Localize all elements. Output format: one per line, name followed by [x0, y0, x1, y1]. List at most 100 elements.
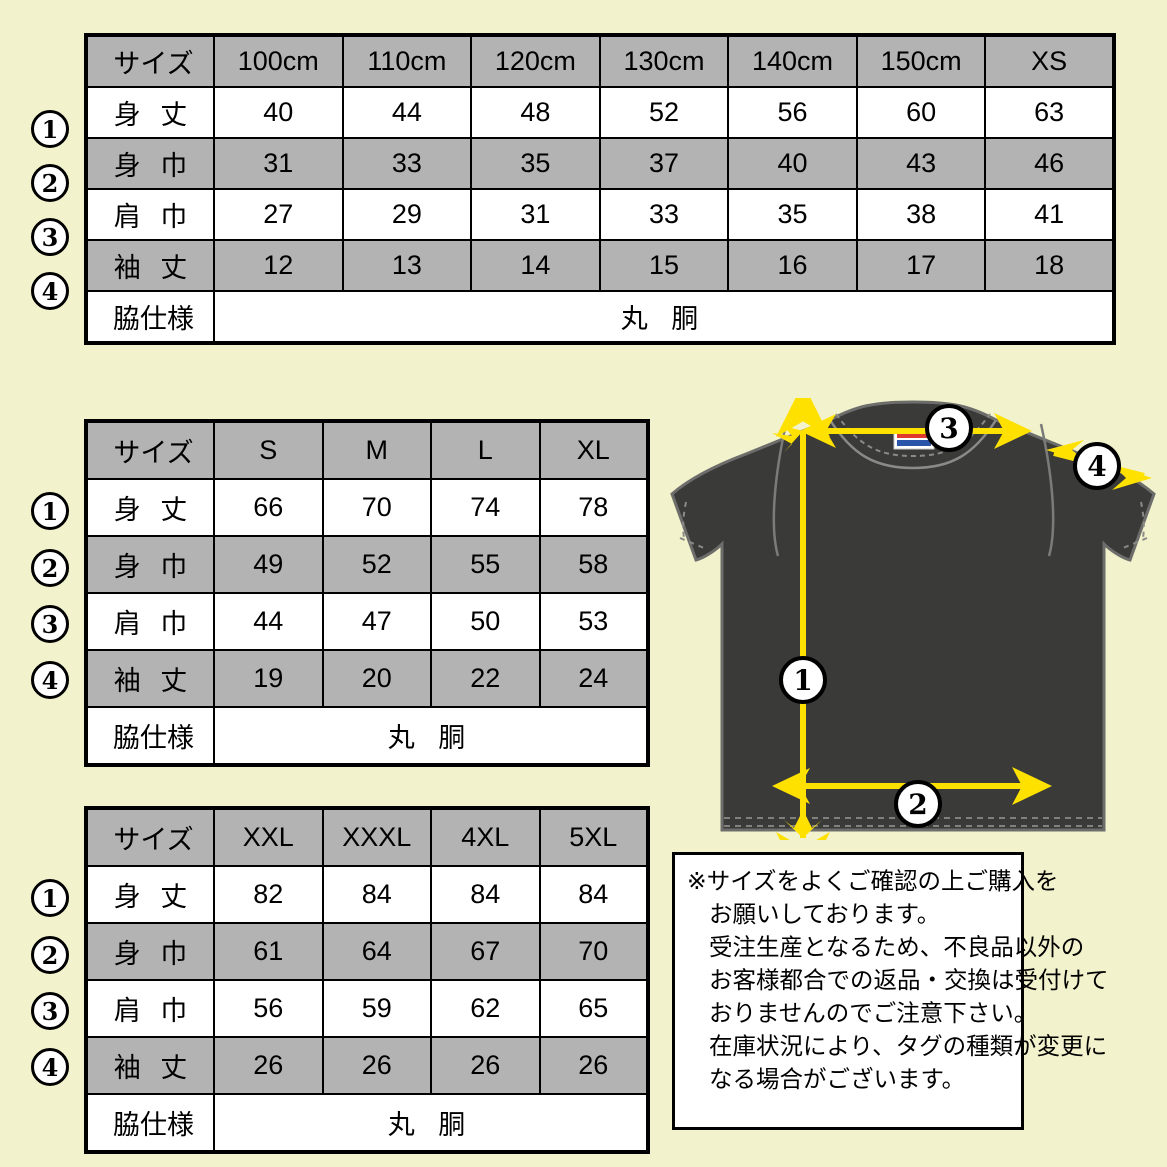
header-cell-140cm: 140cm: [727, 34, 858, 88]
header-cell-s: S: [213, 420, 324, 480]
cell-value: 27: [213, 188, 344, 241]
header-cell-xxl: XXL: [213, 807, 324, 867]
row-label-sleeve: 袖 丈: [85, 1036, 215, 1095]
table-row-footer: 脇仕様 丸 胴: [85, 290, 1115, 344]
cell-value: 40: [213, 86, 344, 139]
table-row: 身 丈 40 44 48 52 56 60 63: [85, 86, 1115, 139]
marker-4-table-big: 4: [31, 1048, 69, 1086]
header-cell-xs: XS: [984, 34, 1115, 88]
header-cell-100cm: 100cm: [213, 34, 344, 88]
row-label-length: 身 丈: [85, 478, 215, 537]
table-row: 肩 巾 56 59 62 65: [85, 979, 649, 1038]
row-label-side-spec: 脇仕様: [85, 1093, 215, 1153]
row-label-side-spec: 脇仕様: [85, 290, 215, 344]
cell-value: 50: [430, 592, 541, 651]
cell-value: 26: [538, 1036, 649, 1095]
cell-value: 52: [598, 86, 730, 139]
cell-value: 52: [321, 535, 432, 594]
cell-value: 53: [538, 592, 649, 651]
cell-value: 37: [598, 137, 730, 190]
cell-value: 67: [430, 922, 541, 981]
table-row: 肩 巾 27 29 31 33 35 38 41: [85, 188, 1115, 241]
cell-value: 66: [213, 478, 324, 537]
cell-value: 62: [430, 979, 541, 1038]
row-label-sleeve: 袖 丈: [85, 239, 215, 292]
cell-value: 35: [470, 137, 601, 190]
table-row: 身 丈 82 84 84 84: [85, 865, 649, 924]
cell-value: 46: [984, 137, 1115, 190]
cell-value: 40: [727, 137, 858, 190]
row-label-width: 身 巾: [85, 535, 215, 594]
side-spec-value: 丸 胴: [213, 1093, 649, 1153]
cell-value: 29: [341, 188, 473, 241]
row-label-shoulder: 肩 巾: [85, 979, 215, 1038]
row-label-shoulder: 肩 巾: [85, 188, 215, 241]
table-row: 身 巾 31 33 35 37 40 43 46: [85, 137, 1115, 190]
header-cell-l: L: [430, 420, 541, 480]
cell-value: 84: [430, 865, 541, 924]
row-label-side-spec: 脇仕様: [85, 706, 215, 766]
row-label-length: 身 丈: [85, 865, 215, 924]
cell-value: 14: [470, 239, 601, 292]
notice-line: お願いしております。: [709, 901, 941, 927]
row-label-length: 身 丈: [85, 86, 215, 139]
header-cell-xl: XL: [538, 420, 649, 480]
cell-value: 55: [430, 535, 541, 594]
cell-value: 64: [321, 922, 432, 981]
marker-3-table-youth: 3: [31, 218, 69, 256]
notice-line: 受注生産となるため、不良品以外の: [709, 934, 1085, 960]
cell-value: 38: [855, 188, 987, 241]
marker-1-table-adult: 1: [31, 492, 69, 530]
notice-line: 在庫状況により、タグの種類が変更に: [709, 1033, 1108, 1059]
cell-value: 26: [213, 1036, 324, 1095]
cell-value: 56: [727, 86, 858, 139]
cell-value: 84: [321, 865, 432, 924]
cell-value: 65: [538, 979, 649, 1038]
cell-value: 59: [321, 979, 432, 1038]
cell-value: 43: [855, 137, 987, 190]
callout-3: 3: [925, 404, 973, 452]
notice-line: おりませんのでご注意下さい。: [709, 1000, 1038, 1026]
marker-2-table-youth: 2: [31, 164, 69, 202]
cell-value: 19: [213, 649, 324, 708]
cell-value: 31: [213, 137, 344, 190]
marker-3-table-adult: 3: [31, 605, 69, 643]
cell-value: 26: [430, 1036, 541, 1095]
table-row-header: サイズ XXL XXXL 4XL 5XL: [85, 807, 649, 867]
marker-1-table-youth: 1: [31, 110, 69, 148]
tshirt-diagram: 1 2 3 4: [660, 398, 1167, 840]
marker-2-table-big: 2: [31, 936, 69, 974]
cell-value: 74: [430, 478, 541, 537]
header-size-text: サイズ: [113, 49, 194, 79]
cell-value: 63: [984, 86, 1115, 139]
table-row: 身 巾 61 64 67 70: [85, 922, 649, 981]
svg-text:4: 4: [1087, 450, 1106, 483]
cell-value: 47: [321, 592, 432, 651]
row-label-width: 身 巾: [85, 137, 215, 190]
cell-value: 48: [470, 86, 601, 139]
cell-value: 70: [538, 922, 649, 981]
table-row-header: サイズ 100cm 110cm 120cm 130cm 140cm 150cm …: [85, 34, 1115, 88]
cell-value: 82: [213, 865, 324, 924]
notice-line: なる場合がございます。: [709, 1066, 966, 1092]
side-spec-value: 丸 胴: [213, 706, 649, 766]
cell-value: 84: [538, 865, 649, 924]
callout-4: 4: [1073, 442, 1121, 490]
cell-value: 33: [598, 188, 730, 241]
table-row: 袖 丈 12 13 14 15 16 17 18: [85, 239, 1115, 292]
cell-value: 13: [341, 239, 473, 292]
marker-4-table-adult: 4: [31, 661, 69, 699]
table-row-footer: 脇仕様 丸 胴: [85, 1093, 649, 1153]
header-cell-m: M: [321, 420, 432, 480]
header-cell-110cm: 110cm: [341, 34, 473, 88]
marker-1-table-big: 1: [31, 879, 69, 917]
header-cell-5xl: 5XL: [538, 807, 649, 867]
marker-2-table-adult: 2: [31, 549, 69, 587]
table-row-header: サイズ S M L XL: [85, 420, 649, 480]
header-cell-size: サイズ: [85, 34, 215, 88]
header-cell-4xl: 4XL: [430, 807, 541, 867]
cell-value: 33: [341, 137, 473, 190]
cell-value: 58: [538, 535, 649, 594]
cell-value: 44: [341, 86, 473, 139]
